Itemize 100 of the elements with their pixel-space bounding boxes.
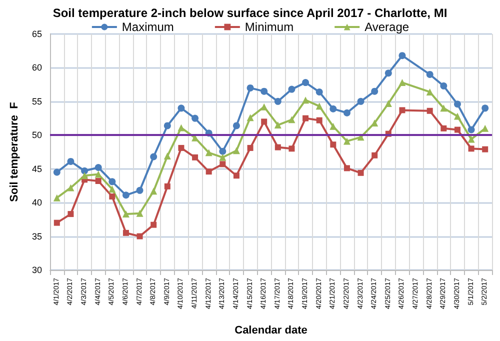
point: [232, 147, 240, 154]
point: [343, 138, 350, 145]
point: [288, 116, 296, 124]
y-tick-label: 50: [32, 130, 42, 140]
point: [136, 210, 144, 217]
point: [482, 124, 489, 132]
point: [316, 117, 322, 124]
point: [274, 98, 282, 105]
point: [192, 114, 199, 122]
legend-label: Average: [364, 20, 410, 34]
point: [358, 170, 364, 176]
point: [440, 104, 448, 112]
point: [164, 183, 170, 190]
point: [205, 149, 212, 156]
point: [81, 172, 88, 180]
point: [164, 122, 171, 130]
point: [440, 125, 447, 132]
point: [343, 109, 350, 116]
point: [371, 88, 378, 95]
point: [316, 88, 323, 96]
point: [302, 96, 310, 104]
point: [95, 178, 102, 184]
point: [288, 86, 296, 93]
point: [330, 105, 337, 112]
point: [330, 142, 336, 148]
y-tick-label: 65: [32, 29, 42, 39]
y-tick-label: 40: [32, 198, 42, 208]
point: [398, 52, 406, 60]
y-tick-label: 55: [32, 96, 42, 106]
point: [122, 230, 129, 236]
x-axis-title: Calendar date: [234, 324, 308, 336]
point: [260, 88, 268, 95]
point: [108, 178, 116, 186]
point: [67, 158, 74, 165]
point: [54, 220, 60, 226]
point: [67, 184, 74, 192]
point: [232, 122, 240, 130]
point: [260, 103, 268, 110]
point: [468, 136, 475, 143]
point: [398, 79, 406, 86]
chart-title: Soil temperature 2-inch below surface since April 2017 - Charlotte, MI: [52, 6, 448, 20]
point: [68, 211, 74, 218]
point: [150, 222, 157, 228]
point: [164, 152, 171, 160]
point: [233, 172, 240, 179]
legend-label: Minimum: [244, 20, 294, 34]
y-tick-label: 35: [32, 231, 42, 242]
y-tick-label: 60: [32, 62, 42, 73]
point: [192, 154, 198, 160]
point: [247, 144, 254, 151]
point: [344, 165, 350, 172]
point: [136, 233, 143, 240]
point: [94, 164, 102, 172]
point: [426, 70, 434, 78]
point: [482, 104, 489, 112]
point: [316, 102, 323, 110]
point: [384, 100, 392, 107]
point: [302, 115, 309, 122]
point: [440, 82, 448, 90]
point: [426, 108, 433, 114]
point: [206, 168, 212, 175]
point: [302, 79, 310, 86]
point: [274, 144, 281, 150]
point: [357, 98, 364, 105]
point: [482, 146, 488, 152]
point: [454, 112, 461, 120]
point: [261, 118, 268, 125]
point: [372, 152, 378, 158]
point: [81, 167, 88, 174]
point: [53, 168, 60, 176]
point: [122, 210, 130, 218]
legend-label: Maximum: [122, 20, 174, 34]
point: [94, 170, 102, 178]
point: [330, 122, 337, 130]
point: [454, 100, 461, 108]
point: [178, 104, 185, 112]
point: [150, 188, 158, 195]
point: [220, 161, 226, 168]
point: [468, 126, 475, 134]
point: [468, 146, 474, 152]
point: [384, 70, 392, 77]
point: [426, 88, 434, 96]
point: [246, 84, 254, 92]
point: [246, 114, 254, 122]
point: [219, 148, 226, 155]
point: [150, 153, 158, 160]
point: [136, 186, 144, 194]
y-tick-label: 45: [32, 164, 42, 174]
point: [274, 122, 282, 129]
point: [108, 186, 116, 193]
point: [178, 124, 185, 132]
y-axis-title: Soil temperature F: [8, 102, 20, 202]
point: [109, 194, 116, 200]
y-tick-label: 30: [32, 265, 42, 275]
point: [178, 144, 184, 151]
point: [454, 126, 460, 133]
point: [399, 107, 406, 114]
point: [288, 146, 295, 152]
point: [219, 154, 226, 161]
point: [122, 192, 130, 199]
